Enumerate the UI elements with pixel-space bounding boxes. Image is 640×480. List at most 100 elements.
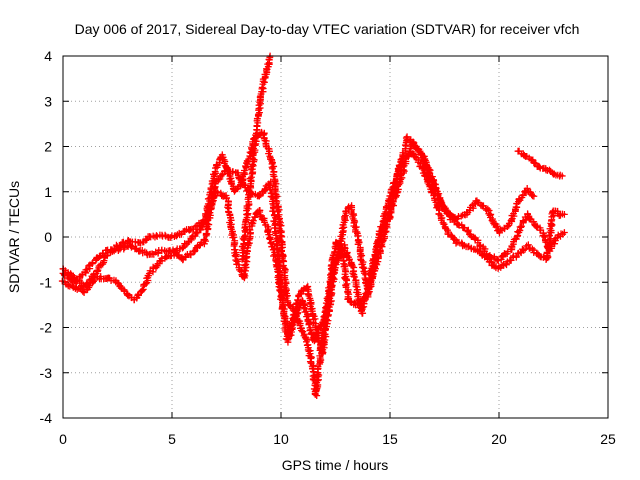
y-tick-label: -4 xyxy=(40,410,53,426)
x-tick-label: 5 xyxy=(168,431,176,447)
y-tick-label: 2 xyxy=(44,139,52,155)
data-point xyxy=(279,244,286,251)
data-point xyxy=(300,304,308,311)
data-point xyxy=(457,212,465,220)
y-tick-label: 0 xyxy=(44,229,52,245)
data-point xyxy=(231,252,239,260)
data-point xyxy=(494,257,502,265)
data-point xyxy=(298,327,305,334)
data-point xyxy=(252,137,260,145)
data-point xyxy=(215,176,223,184)
series-track-e xyxy=(514,147,566,180)
data-point xyxy=(323,312,331,320)
data-point xyxy=(445,230,452,238)
data-point xyxy=(248,173,255,181)
data-point xyxy=(561,229,568,236)
data-point xyxy=(202,230,210,237)
x-tick-label: 10 xyxy=(273,431,289,447)
data-point xyxy=(323,320,331,327)
data-point xyxy=(313,330,321,338)
data-point xyxy=(273,245,281,253)
data-point xyxy=(466,206,473,214)
data-point xyxy=(179,243,187,251)
data-point xyxy=(250,145,258,152)
data-point xyxy=(348,262,356,270)
data-point xyxy=(422,173,430,180)
points-layer xyxy=(58,52,568,400)
data-point xyxy=(216,175,224,183)
series-track-c xyxy=(58,148,568,358)
data-point xyxy=(201,236,209,243)
data-point xyxy=(439,219,447,227)
data-point xyxy=(313,392,321,400)
data-point xyxy=(204,207,212,214)
data-point xyxy=(99,260,107,268)
data-point xyxy=(558,172,566,180)
data-point xyxy=(224,203,231,211)
data-point xyxy=(269,207,277,215)
x-axis-label: GPS time / hours xyxy=(282,457,389,473)
x-tick-label: 25 xyxy=(600,431,616,447)
data-point xyxy=(305,321,313,329)
y-tick-label: 4 xyxy=(44,48,52,64)
data-point xyxy=(500,224,508,232)
data-point xyxy=(79,287,87,295)
data-point xyxy=(561,210,568,218)
data-point xyxy=(518,222,525,230)
data-point xyxy=(550,170,558,178)
data-point xyxy=(246,175,254,182)
data-point xyxy=(349,215,357,223)
y-tick-label: -3 xyxy=(40,365,53,381)
data-point xyxy=(338,225,346,232)
x-tick-label: 0 xyxy=(59,431,67,447)
data-point xyxy=(351,218,359,226)
data-point xyxy=(341,213,348,221)
data-point xyxy=(303,338,310,346)
data-point xyxy=(271,251,279,258)
y-tick-label: 1 xyxy=(44,184,52,200)
data-point xyxy=(266,235,273,243)
data-point xyxy=(484,205,492,213)
data-point xyxy=(352,282,360,290)
data-point xyxy=(512,235,520,243)
data-point xyxy=(349,269,357,277)
data-point xyxy=(452,239,460,247)
data-point xyxy=(521,245,529,253)
data-point xyxy=(517,223,525,231)
series-track-d xyxy=(238,52,274,263)
plot-frame xyxy=(62,55,609,419)
data-point xyxy=(358,304,366,311)
data-point xyxy=(417,159,424,167)
data-point xyxy=(261,78,268,86)
data-point xyxy=(124,291,131,299)
data-point xyxy=(267,178,275,186)
chart-title: Day 006 of 2017, Sidereal Day-to-day VTE… xyxy=(75,21,580,37)
data-point xyxy=(188,233,196,241)
data-point xyxy=(128,243,135,251)
data-point xyxy=(90,277,97,285)
data-point xyxy=(547,235,555,243)
data-point xyxy=(266,186,274,193)
data-point xyxy=(346,297,354,305)
y-tick-label: -2 xyxy=(40,320,53,336)
data-point xyxy=(213,188,221,196)
data-point xyxy=(391,179,399,187)
data-point xyxy=(545,238,553,246)
data-point xyxy=(294,296,301,304)
data-point xyxy=(251,213,259,221)
data-point xyxy=(274,268,282,276)
data-point xyxy=(475,248,483,255)
data-point xyxy=(304,291,312,299)
y-tick-label: 3 xyxy=(44,93,52,109)
data-point xyxy=(351,273,359,281)
data-point xyxy=(255,192,263,200)
data-point xyxy=(138,287,146,294)
data-point xyxy=(241,262,249,269)
data-point xyxy=(366,278,374,285)
y-axis-label: SDTVAR / TECUs xyxy=(6,181,22,293)
x-tick-label: 20 xyxy=(491,431,507,447)
y-tick-label: -1 xyxy=(40,274,53,290)
data-point xyxy=(530,192,538,200)
